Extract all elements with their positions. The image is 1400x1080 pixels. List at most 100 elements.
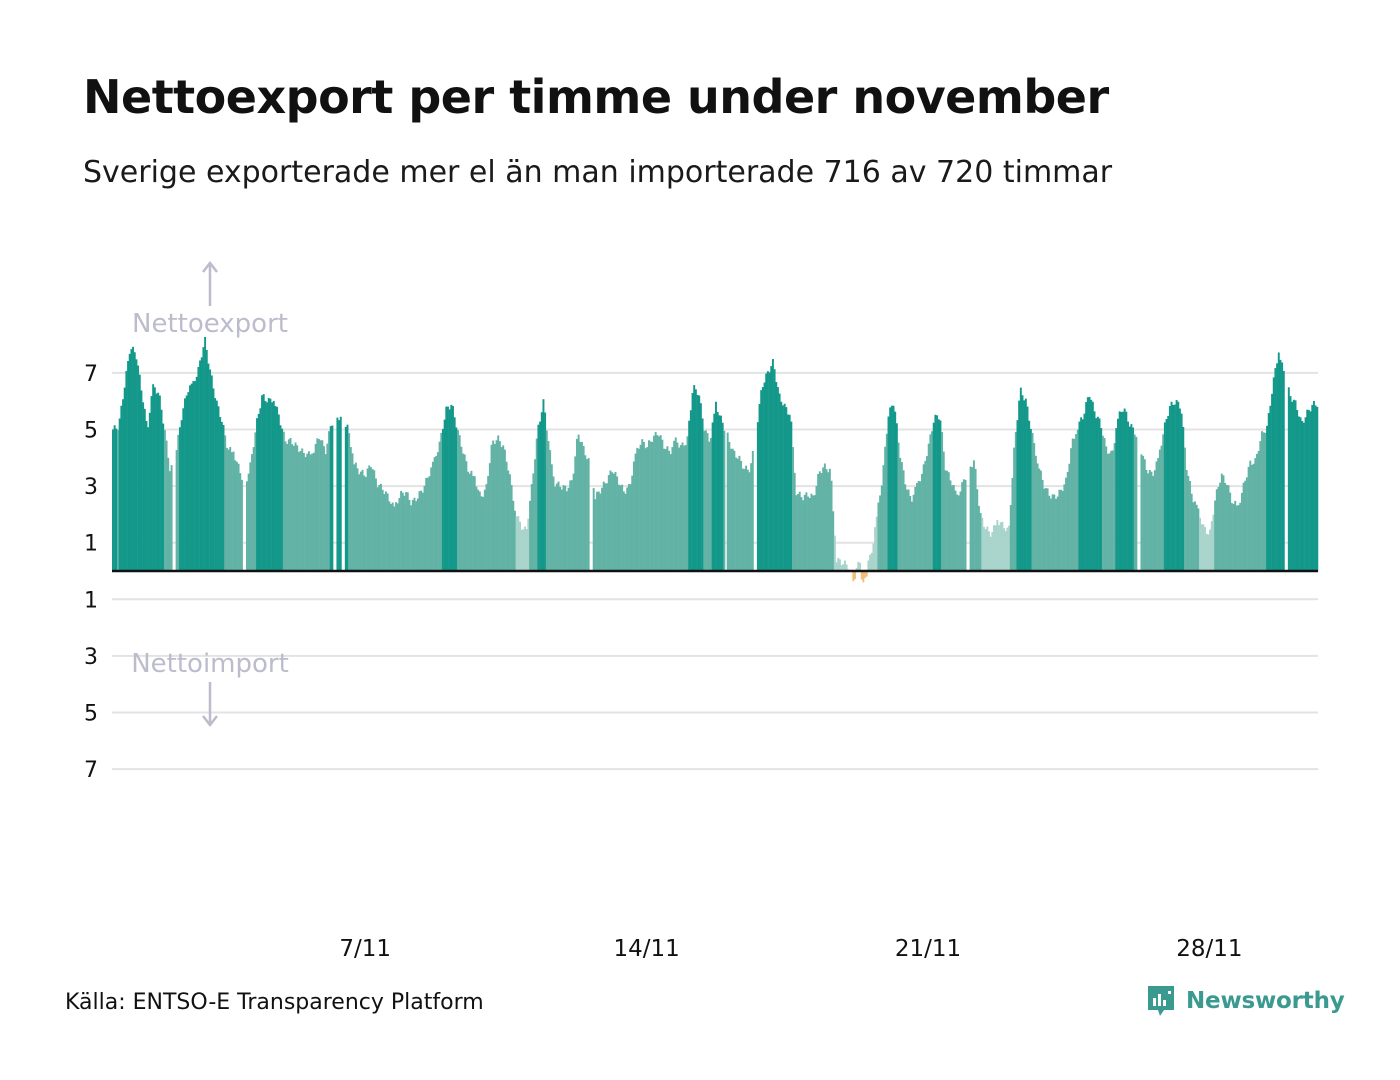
hourly-bar	[366, 468, 369, 571]
hourly-bar	[323, 446, 325, 571]
hourly-bar	[743, 468, 746, 571]
hourly-bar	[354, 462, 357, 571]
hourly-bar	[1130, 424, 1133, 571]
hourly-bar	[1051, 494, 1054, 571]
hourly-bar	[1088, 396, 1091, 571]
hourly-bar	[158, 395, 161, 571]
hourly-bar	[596, 491, 599, 571]
hourly-bar	[1272, 377, 1275, 571]
hourly-bar	[962, 479, 965, 571]
hourly-bar	[894, 411, 897, 571]
hourly-bar	[1100, 428, 1103, 571]
hourly-bar	[892, 405, 895, 571]
hourly-bar	[614, 471, 617, 571]
hourly-bar	[838, 559, 841, 571]
hourly-bar	[959, 491, 962, 571]
hourly-bar	[653, 435, 655, 571]
hourly-bar	[1276, 363, 1279, 571]
hourly-bar	[443, 419, 446, 572]
hourly-bar	[1128, 426, 1131, 571]
hourly-bar	[128, 353, 131, 571]
hourly-bar	[1029, 428, 1032, 571]
hourly-bar	[833, 535, 836, 572]
hourly-bar	[574, 456, 577, 571]
hourly-bar	[545, 430, 548, 571]
hourly-bar	[636, 447, 639, 571]
hourly-bar	[983, 526, 985, 571]
hourly-bar	[150, 396, 153, 571]
hourly-bar	[1162, 434, 1165, 571]
hourly-bar	[1199, 517, 1202, 571]
hourly-bar	[788, 414, 791, 571]
y-tick-label: 5	[84, 419, 98, 444]
hourly-bar	[592, 488, 595, 571]
export-arrow-head	[202, 260, 218, 273]
y-tick-label: 7	[84, 758, 98, 783]
hourly-bar	[669, 454, 672, 571]
hourly-bar	[252, 447, 255, 571]
hourly-bar	[895, 423, 898, 571]
hourly-bar	[649, 441, 652, 571]
hourly-bar	[1142, 455, 1145, 571]
hourly-bar	[1194, 501, 1196, 571]
hourly-bar	[991, 531, 994, 571]
hourly-bar	[525, 529, 528, 571]
hourly-bar	[127, 361, 130, 571]
hourly-bar	[852, 571, 855, 582]
hourly-bar	[145, 421, 148, 571]
hourly-bar	[142, 402, 145, 571]
hourly-bar	[220, 421, 223, 571]
hourly-bar	[770, 366, 773, 571]
hourly-bar	[813, 495, 816, 571]
hourly-bar	[346, 424, 349, 571]
hourly-bar	[751, 451, 754, 571]
hourly-bar	[487, 475, 490, 571]
hourly-bar	[550, 464, 553, 571]
hourly-bar	[564, 485, 567, 571]
hourly-bar	[922, 464, 925, 571]
hourly-bar	[919, 481, 922, 571]
hourly-bar	[1143, 459, 1146, 571]
hourly-bar	[1173, 404, 1176, 571]
hourly-bar	[542, 399, 545, 571]
hourly-bar	[396, 503, 399, 571]
hourly-bar	[356, 468, 359, 571]
hourly-bar	[619, 485, 622, 571]
hourly-bar	[641, 439, 644, 571]
hourly-bar	[112, 429, 114, 571]
hourly-bar	[289, 437, 292, 571]
hourly-bar	[475, 486, 478, 571]
hourly-bar	[616, 476, 619, 571]
hourly-bar	[709, 437, 712, 571]
hourly-bar	[857, 561, 860, 571]
hourly-bar	[974, 468, 977, 571]
hourly-bar	[1113, 443, 1116, 571]
hourly-bar	[879, 495, 882, 571]
hourly-bar	[1033, 443, 1036, 571]
hourly-bar	[272, 400, 275, 571]
hourly-bar	[197, 366, 200, 571]
hourly-bar	[1245, 477, 1248, 571]
hourly-bar	[1135, 436, 1138, 571]
hourly-bar	[865, 571, 868, 577]
newsworthy-logo[interactable]: Newsworthy	[1146, 984, 1345, 1018]
y-tick-label: 7	[84, 362, 98, 387]
hourly-bar	[869, 554, 872, 571]
hourly-bar	[735, 457, 738, 571]
hourly-bar	[118, 418, 121, 571]
hourly-bar	[1158, 449, 1161, 571]
hourly-bar	[519, 521, 521, 571]
hourly-bar	[666, 446, 669, 571]
hourly-bar	[994, 525, 997, 571]
hourly-bar	[812, 495, 815, 571]
hourly-bar	[388, 501, 391, 571]
direction-annotations: Nettoexport Nettoimport	[131, 260, 289, 728]
hourly-bar	[398, 497, 401, 571]
hourly-bar	[1301, 421, 1304, 571]
hourly-bar	[1090, 399, 1093, 571]
hourly-bar	[435, 455, 438, 571]
hourly-bar	[463, 454, 466, 571]
hourly-bar	[1038, 468, 1041, 571]
hourly-bar	[277, 414, 280, 571]
hourly-bar	[942, 451, 945, 571]
